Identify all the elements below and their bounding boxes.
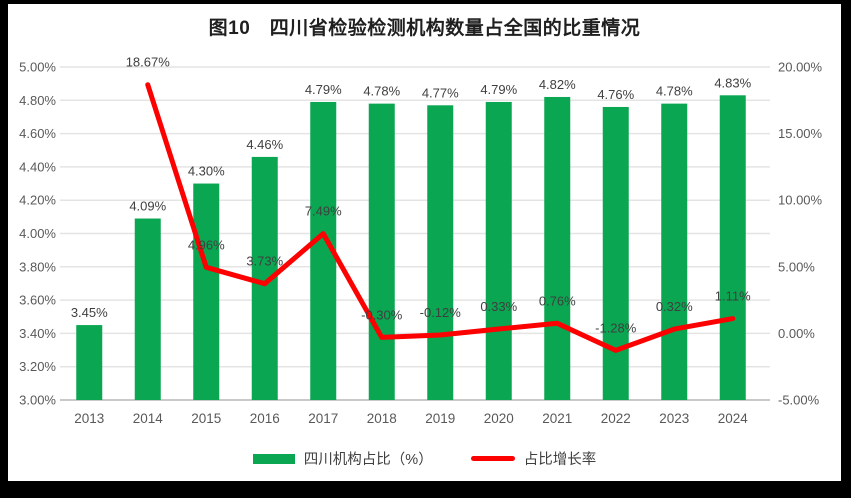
left-axis-label: 4.80% — [19, 93, 56, 108]
right-axis-label: 10.00% — [778, 193, 823, 208]
line-data-label: -0.30% — [361, 307, 403, 322]
bar-2021 — [544, 96, 571, 400]
left-axis-label: 4.60% — [19, 126, 56, 141]
x-axis-label: 2017 — [308, 411, 338, 426]
x-axis-label: 2014 — [133, 411, 164, 426]
left-axis-label: 4.20% — [19, 193, 56, 208]
left-axis-label: 3.60% — [19, 293, 56, 308]
right-axis-label: -5.00% — [778, 393, 820, 408]
line-data-label: 3.73% — [246, 254, 283, 269]
left-axis-label: 3.40% — [19, 326, 56, 341]
x-axis-label: 2024 — [718, 411, 749, 426]
bar-2022 — [602, 106, 629, 401]
legend-label-bar-series: 四川机构占比（%） — [303, 452, 433, 468]
bar-2013 — [76, 325, 103, 400]
right-axis-label: 0.00% — [778, 326, 815, 341]
x-axis-label: 2019 — [425, 411, 455, 426]
bar-2019 — [427, 105, 454, 401]
bar-data-label: 4.78% — [363, 84, 400, 99]
x-axis-label: 2015 — [191, 411, 221, 426]
line-data-label: 18.67% — [126, 55, 171, 70]
line-data-label: 4.96% — [188, 237, 225, 252]
left-axis-label: 5.00% — [19, 60, 56, 75]
bar-data-label: 4.79% — [480, 82, 517, 97]
bar-2014 — [134, 218, 161, 400]
x-axis-label: 2020 — [484, 411, 514, 426]
bar-data-label: 4.78% — [656, 84, 693, 99]
line-data-label: 0.76% — [539, 293, 576, 308]
bar-2024 — [719, 95, 746, 401]
bar-data-label: 4.30% — [188, 164, 225, 179]
left-axis-label: 3.20% — [19, 359, 56, 374]
right-axis-label: 20.00% — [778, 60, 823, 75]
legend-item-line-series: 占比增长率 — [470, 448, 597, 469]
bar-series-swatch-icon — [252, 453, 295, 464]
bar-data-label: 4.09% — [129, 199, 166, 214]
x-axis-label: 2018 — [367, 411, 397, 426]
line-series-swatch-icon — [470, 456, 515, 461]
line-data-label: 1.11% — [715, 289, 751, 304]
bar-data-label: 3.45% — [71, 305, 108, 320]
line-data-label: 7.49% — [305, 204, 342, 219]
bar-data-label: 4.79% — [305, 82, 342, 97]
legend-item-bar-series: 四川机构占比（%） — [252, 448, 433, 469]
chart-surface: 图10 四川省检验检测机构数量占全国的比重情况 5.00% 4.80% 4.60% 4… — [8, 4, 841, 481]
bar-data-label: 4.77% — [422, 85, 459, 100]
bar-data-label: 4.82% — [539, 77, 576, 92]
x-axis-label: 2021 — [542, 411, 572, 426]
bar-2023 — [661, 103, 688, 400]
line-data-label: 0.32% — [656, 299, 693, 314]
bar-2015 — [193, 183, 220, 400]
right-axis-label: 15.00% — [778, 126, 823, 141]
legend-label-line-series: 占比增长率 — [523, 452, 597, 468]
bar-2018 — [368, 103, 395, 400]
line-data-label: -0.12% — [420, 305, 462, 320]
x-axis-label: 2022 — [601, 411, 631, 426]
left-axis-label: 3.80% — [19, 259, 56, 274]
bar-2020 — [485, 101, 512, 400]
left-axis-label: 4.00% — [19, 226, 56, 241]
combo-chart: 5.00% 4.80% 4.60% 4.40% 4.20% 4.00% 3.80% 3.60%… — [19, 55, 823, 426]
chart-title: 图10 四川省检验检测机构数量占全国的比重情况 — [208, 18, 641, 39]
growth-rate-line — [145, 82, 736, 353]
bar-data-label: 4.46% — [246, 137, 283, 152]
bar-data-label: 4.76% — [597, 87, 634, 102]
x-axis-label: 2013 — [74, 411, 104, 426]
right-axis-label: 5.00% — [778, 259, 815, 274]
line-data-label: -1.28% — [595, 320, 637, 335]
left-axis-label: 4.40% — [19, 159, 56, 174]
bar-data-label: 4.83% — [714, 75, 751, 90]
chart-legend: 四川机构占比（%） 占比增长率 — [8, 448, 841, 469]
left-axis-label: 3.00% — [19, 393, 56, 408]
x-axis-label: 2016 — [250, 411, 280, 426]
x-axis-label: 2023 — [659, 411, 689, 426]
line-data-label: 0.33% — [480, 299, 517, 314]
